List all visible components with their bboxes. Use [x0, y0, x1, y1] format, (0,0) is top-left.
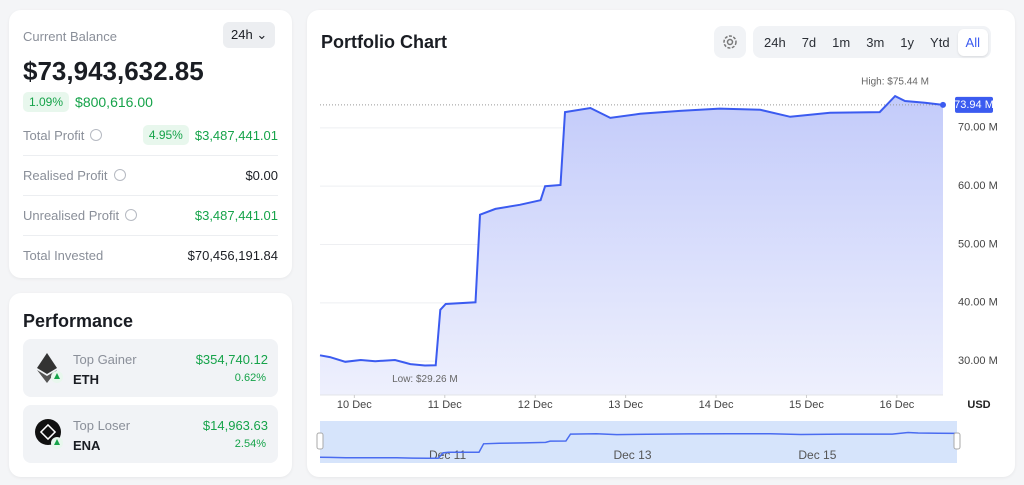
x-tick-label: 10 Dec [337, 399, 372, 411]
navigator-handle [316, 432, 324, 450]
performance-title: Performance [23, 311, 134, 331]
navigator-label: Dec 13 [613, 448, 651, 462]
gainer: Top Gainer ETH $354,740.12 0.62% [23, 339, 278, 397]
navigator-label: Dec 11 [429, 448, 466, 462]
balance-row: Total Profit 4.95% $3,487,441.01 [23, 115, 278, 156]
balance-value: $73,943,632.85 [23, 56, 204, 86]
settings-button[interactable] [714, 26, 746, 58]
y-tick-label: 50.00 M [958, 238, 998, 250]
balance-label: Current Balance [23, 29, 117, 44]
row-left: Total Profit [23, 127, 103, 143]
x-tick-label: 13 Dec [608, 399, 643, 411]
loser-label: Top Loser [73, 418, 131, 433]
current-label: 73.94 M [954, 99, 994, 111]
info-icon [90, 128, 103, 141]
period-select[interactable]: 24h ⌄ [223, 22, 276, 48]
balance-row: Realised Profit $0.00 [23, 155, 278, 196]
navigator-label: Dec 15 [798, 448, 836, 462]
gainer-label: Top Gainer [73, 352, 137, 367]
row-label: Realised Profit [23, 167, 108, 183]
change-value: $800,616.00 [75, 94, 153, 110]
row-left: Total Invested [23, 248, 103, 263]
y-tick-label: 40.00 M [958, 297, 998, 309]
loser-change: 2.54% [234, 438, 266, 450]
y-tick-label: 30.00 M [958, 355, 998, 367]
x-tick-label: 11 Dec [428, 399, 463, 411]
balance-card: Current Balance 24h ⌄ $73,943,632.85 1.0… [9, 10, 292, 278]
row-pct: 4.95% [142, 125, 189, 145]
gainer-value: $354,740.12 [195, 352, 268, 367]
row-left: Unrealised Profit [23, 207, 138, 223]
range-button[interactable]: 1m [832, 34, 851, 50]
info-icon [113, 168, 126, 181]
row-right: $70,456,191.84 [188, 248, 278, 263]
row-value: $3,487,441.01 [194, 207, 278, 223]
x-tick-label: 12 Dec [518, 399, 553, 411]
x-tick-label: 15 Dec [789, 399, 824, 411]
range-selector: 24h 7d 1m 3m 1y Ytd All [753, 26, 991, 58]
row-left: Realised Profit [23, 168, 126, 183]
y-tick-label: 70.00 M [958, 122, 998, 134]
period-text: 24h [231, 27, 253, 42]
loser-symbol: ENA [73, 438, 101, 453]
high-label: High: $75.44 M [861, 77, 929, 88]
range-button[interactable]: Ytd [930, 34, 950, 50]
row-value: $3,487,441.01 [194, 127, 278, 143]
area [320, 96, 943, 395]
navigator-line [319, 431, 958, 459]
balance-row: Unrealised Profit $3,487,441.01 [23, 195, 278, 236]
row-value: $0.00 [245, 167, 278, 183]
chart-title: Portfolio Chart [321, 32, 447, 52]
row-right: $3,487,441.01 [195, 208, 278, 223]
row-label: Total Profit [23, 127, 85, 143]
range-button[interactable]: 7d [801, 34, 817, 50]
navigator-handle [953, 432, 961, 450]
y-unit: USD [967, 399, 990, 411]
ena-icon [35, 419, 63, 449]
gainer-change: 0.62% [234, 372, 266, 384]
row-right: 4.95% $3,487,441.01 [142, 125, 278, 145]
range-button[interactable]: 24h [764, 34, 786, 50]
range-button[interactable]: All [957, 28, 988, 56]
gear-icon [723, 35, 737, 49]
current-point [940, 101, 946, 108]
info-icon [125, 208, 138, 221]
x-tick-label: 16 Dec [879, 399, 914, 411]
low-label: Low: $29.26 M [392, 374, 458, 385]
performance-card: Performance Top Gainer ETH $354,740.12 0… [9, 293, 292, 477]
y-tick-label: 60.00 M [958, 180, 998, 192]
x-tick-label: 14 Dec [699, 399, 734, 411]
row-label: Total Invested [23, 247, 104, 263]
row-value: $70,456,191.84 [187, 247, 278, 263]
current-badge [955, 96, 993, 113]
loser-value: $14,963.63 [202, 418, 268, 433]
change-pct: 1.09% [23, 92, 70, 112]
range-button[interactable]: 1y [900, 34, 915, 50]
range-button[interactable]: 3m [866, 34, 885, 50]
gainer-symbol: ETH [73, 372, 99, 387]
eth-icon [37, 353, 63, 383]
row-right: $0.00 [245, 168, 278, 183]
navigator [320, 421, 957, 463]
balance-row: Total Invested $70,456,191.84 [23, 235, 278, 275]
line [319, 94, 944, 367]
loser: Top Loser ENA $14,963.63 2.54% [23, 405, 278, 463]
row-label: Unrealised Profit [23, 207, 120, 223]
